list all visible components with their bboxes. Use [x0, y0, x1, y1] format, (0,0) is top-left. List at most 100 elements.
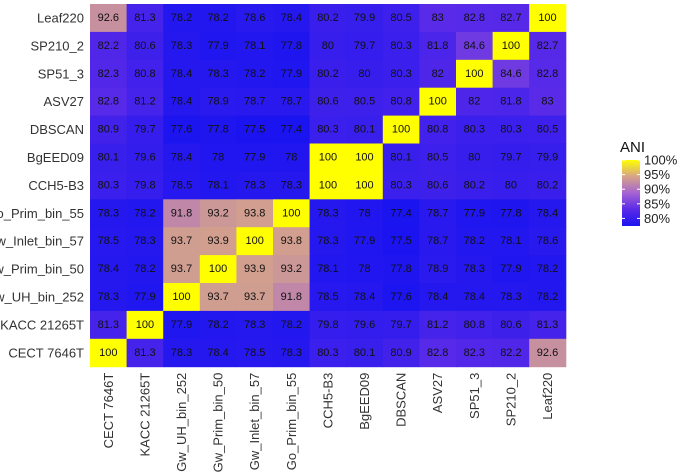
heatmap-cell — [199, 227, 237, 256]
heatmap-cell — [273, 227, 311, 256]
row-label: BgEED09 — [27, 150, 84, 165]
cell-value-label: 77.8 — [500, 207, 521, 219]
heatmap-cell — [456, 143, 494, 172]
cell-value-label: 78.2 — [171, 12, 192, 24]
heatmap-cell — [309, 255, 347, 284]
cell-value-label: 78.3 — [171, 40, 192, 52]
heatmap-cell — [309, 199, 347, 228]
heatmap-cell — [309, 338, 347, 368]
row-label: DBSCAN — [30, 122, 84, 137]
heatmap-cell — [529, 87, 567, 117]
cell-value-label: 77.5 — [244, 124, 265, 136]
cell-value-label: 81.8 — [500, 96, 521, 108]
heatmap-cell — [199, 255, 237, 284]
heatmap-cell — [309, 283, 347, 312]
cell-value-label: 93.7 — [207, 291, 228, 303]
heatmap-cell — [236, 310, 274, 340]
heatmap-cell — [309, 171, 347, 200]
heatmap-cell — [90, 227, 128, 256]
heatmap-cell — [309, 115, 347, 144]
cell-value-label: 78.4 — [171, 96, 192, 108]
heatmap-cell — [163, 283, 201, 312]
heatmap-cell — [126, 227, 164, 256]
heatmap-cell — [163, 310, 201, 340]
heatmap-cell — [419, 87, 457, 117]
heatmap-cell — [199, 59, 237, 89]
heatmap-cell — [382, 4, 420, 33]
heatmap-cell — [199, 143, 237, 172]
cell-value-label: 78.2 — [281, 319, 302, 331]
cell-value-label: 100 — [209, 263, 227, 275]
heatmap-cell — [126, 310, 164, 340]
heatmap-cell — [382, 338, 420, 368]
cell-value-label: 80.2 — [317, 12, 338, 24]
column-label: CCH5-B3 — [320, 373, 335, 429]
cell-value-label: 81.3 — [134, 347, 155, 359]
heatmap-cell — [492, 255, 530, 284]
cell-value-label: 82.7 — [537, 40, 558, 52]
heatmap-cell — [419, 59, 457, 89]
heatmap-cell — [346, 143, 384, 172]
heatmap-cell — [163, 199, 201, 228]
heatmap-cell — [126, 283, 164, 312]
heatmap-cell — [346, 227, 384, 256]
heatmap-cell — [346, 199, 384, 228]
cell-value-label: 100 — [319, 179, 337, 191]
cell-value-label: 80.2 — [317, 68, 338, 80]
cell-value-label: 93.9 — [207, 235, 228, 247]
legend-tick-label: 100% — [644, 153, 678, 168]
cell-value-label: 78.4 — [354, 291, 375, 303]
heatmap-cell — [163, 171, 201, 200]
heatmap-cell — [199, 4, 237, 33]
cell-value-label: 80.3 — [464, 124, 485, 136]
heatmap-cell — [90, 171, 128, 200]
cell-value-label: 78.3 — [98, 291, 119, 303]
column-label: BgEED09 — [357, 373, 372, 430]
column-label: Leaf220 — [540, 373, 555, 420]
heatmap-cell — [346, 115, 384, 144]
heatmap-cell — [419, 227, 457, 256]
cell-value-label: 100 — [502, 40, 520, 52]
heatmap-cell — [163, 255, 201, 284]
cell-value-label: 77.8 — [281, 40, 302, 52]
heatmap-cell — [382, 283, 420, 312]
cell-value-label: 93.2 — [281, 263, 302, 275]
heatmap-cell — [492, 338, 530, 368]
cell-value-label: 78.7 — [244, 96, 265, 108]
cell-value-label: 77.5 — [390, 235, 411, 247]
heatmap-cell — [456, 255, 494, 284]
cell-value-label: 80.8 — [134, 68, 155, 80]
heatmap-cell — [163, 115, 201, 144]
cell-value-label: 100 — [172, 291, 190, 303]
heatmap-cell — [492, 227, 530, 256]
heatmap-cell — [199, 283, 237, 312]
cell-value-label: 78.1 — [500, 235, 521, 247]
legend-tick-label: 90% — [644, 182, 670, 197]
cell-value-label: 78.3 — [244, 179, 265, 191]
cell-value-label: 82.8 — [427, 347, 448, 359]
cell-value-label: 92.6 — [98, 12, 119, 24]
heatmap-cell — [382, 115, 420, 144]
heatmap-cell — [273, 171, 311, 200]
cell-value-label: 78.4 — [464, 291, 485, 303]
cell-value-label: 100 — [136, 319, 154, 331]
heatmap-cell — [163, 338, 201, 368]
heatmap-cell — [90, 115, 128, 144]
heatmap-cell — [382, 143, 420, 172]
cell-value-label: 77.9 — [207, 40, 228, 52]
heatmap-cell — [199, 115, 237, 144]
cell-value-label: 80.1 — [390, 151, 411, 163]
cell-value-label: 79.8 — [134, 179, 155, 191]
cell-value-label: 78.2 — [207, 319, 228, 331]
heatmap-cell — [382, 31, 420, 61]
heatmap-cell — [309, 227, 347, 256]
cell-value-label: 93.7 — [171, 235, 192, 247]
cell-value-label: 81.2 — [427, 319, 448, 331]
heatmap-cell — [346, 4, 384, 33]
heatmap-cell — [236, 255, 274, 284]
heatmap-cell — [419, 283, 457, 312]
heatmap-cell — [529, 283, 567, 312]
heatmap-cell — [346, 310, 384, 340]
cell-value-label: 77.4 — [281, 124, 302, 136]
cell-value-label: 78.4 — [427, 291, 448, 303]
